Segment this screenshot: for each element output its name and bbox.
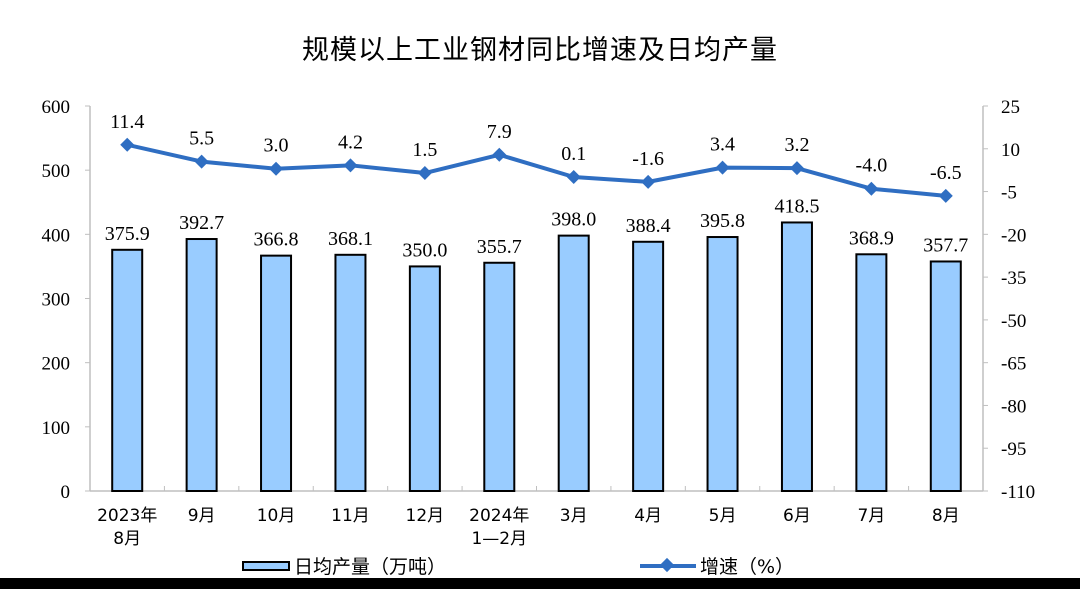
diamond-marker-icon (864, 181, 879, 196)
line-value-label: 4.2 (338, 131, 363, 153)
x-category-label: 6月 (783, 506, 811, 526)
left-axis-tick-label: 100 (42, 418, 71, 439)
left-axis-tick-label: 300 (42, 290, 71, 311)
bar (185, 238, 218, 492)
x-category-label: 2023年 (97, 506, 157, 526)
bar (408, 265, 441, 492)
diamond-marker-icon (641, 174, 656, 189)
bar (557, 234, 590, 492)
axes: 0 100 200 300 400 500 600 25 10 -5 -20 -35 -50 -65 -80… (42, 97, 1036, 549)
line-value-label: 3.2 (784, 134, 809, 156)
right-axis-tick-label: -110 (1001, 482, 1035, 503)
line-value-label: 3.0 (264, 135, 289, 157)
diamond-marker-icon (492, 147, 507, 162)
line-value-label: -4.0 (856, 155, 888, 177)
x-category-label: 12月 (406, 506, 445, 526)
x-category-label: 11月 (331, 506, 370, 526)
diamond-marker-icon (417, 166, 432, 181)
diamond-marker-icon (194, 154, 209, 169)
bar-value-label: 357.7 (923, 234, 968, 256)
x-category-label: 10月 (257, 506, 296, 526)
bar-value-label: 350.0 (402, 239, 447, 261)
bar-value-label: 368.1 (328, 228, 373, 250)
bar (855, 253, 888, 492)
line-value-label: -6.5 (930, 162, 962, 184)
right-axis-tick-label: -65 (1001, 354, 1026, 375)
bar-value-label: 355.7 (477, 236, 522, 258)
line-value-label: 0.1 (561, 143, 586, 165)
x-category-label: 8月 (932, 506, 960, 526)
bar (632, 240, 665, 492)
x-category-label: 5月 (709, 506, 737, 526)
left-axis-tick-label: 0 (61, 482, 71, 503)
legend-bar-label: 日均产量（万吨） (294, 556, 447, 578)
bar (111, 248, 144, 492)
bar (334, 253, 367, 492)
x-category-label: 2024年 (469, 506, 529, 526)
bar-value-label: 366.8 (254, 229, 299, 251)
line-value-label: 11.4 (110, 111, 144, 133)
bar (483, 261, 516, 492)
bottom-border (0, 578, 1080, 589)
legend-item-bar: 日均产量（万吨） (242, 552, 446, 579)
bar (260, 254, 293, 492)
x-category-label: 3月 (560, 506, 588, 526)
legend-item-line: 增速（%） (640, 552, 794, 579)
bar-value-label: 395.8 (700, 210, 745, 232)
right-axis-tick-label: -35 (1001, 268, 1026, 289)
bar-value-label: 392.7 (179, 212, 224, 234)
line-value-label: 5.5 (189, 128, 214, 150)
bar (706, 236, 739, 492)
right-axis-tick-label: -80 (1001, 396, 1026, 417)
right-axis-tick-label: -20 (1001, 225, 1026, 246)
line-value-label: 1.5 (412, 139, 437, 161)
right-axis-tick-label: 10 (1001, 140, 1020, 161)
data-labels: 375.9 392.7 366.8 368.1 350.0 355.7 398.0 388.4… (105, 111, 969, 262)
bar-value-label: 418.5 (774, 195, 819, 217)
x-category-label: 9月 (188, 506, 216, 526)
bar-series (111, 221, 962, 492)
left-axis-tick-label: 400 (42, 225, 71, 246)
line-value-label: -1.6 (632, 148, 664, 170)
bar-value-label: 375.9 (105, 223, 150, 245)
bar-swatch-icon (242, 560, 290, 571)
x-category-label: 4月 (634, 506, 662, 526)
left-axis-tick-label: 500 (42, 161, 71, 182)
x-category-label: 8月 (113, 529, 141, 549)
right-axis-tick-label: 25 (1001, 97, 1020, 118)
line-value-label: 3.4 (710, 134, 735, 156)
bar-value-label: 398.0 (551, 209, 596, 231)
diamond-marker-icon (269, 161, 284, 176)
diamond-marker-icon (343, 158, 358, 173)
bar-value-label: 388.4 (626, 215, 671, 237)
x-category-label: 7月 (857, 506, 885, 526)
diamond-marker-icon (566, 170, 581, 185)
x-category-label: 1—2月 (471, 529, 527, 549)
bar (929, 260, 962, 492)
chart-title: 规模以上工业钢材同比增速及日均产量 (302, 35, 778, 66)
right-axis-tick-label: -50 (1001, 311, 1026, 332)
line-series (120, 137, 953, 203)
right-axis-tick-label: -95 (1001, 439, 1026, 460)
left-axis-tick-label: 600 (42, 97, 71, 118)
bar (780, 221, 813, 492)
line-diamond-swatch-icon (640, 563, 696, 568)
right-axis-tick-label: -5 (1001, 183, 1017, 204)
left-axis-tick-label: 200 (42, 354, 71, 375)
diamond-marker-icon (715, 160, 730, 175)
growth-line (126, 142, 946, 198)
diamond-marker-icon (938, 188, 953, 203)
diamond-marker-icon (789, 161, 804, 176)
diamond-marker-icon (120, 137, 135, 152)
legend-line-label: 增速（%） (700, 556, 795, 578)
line-value-label: 7.9 (487, 121, 512, 143)
bar-value-label: 368.9 (849, 227, 894, 249)
